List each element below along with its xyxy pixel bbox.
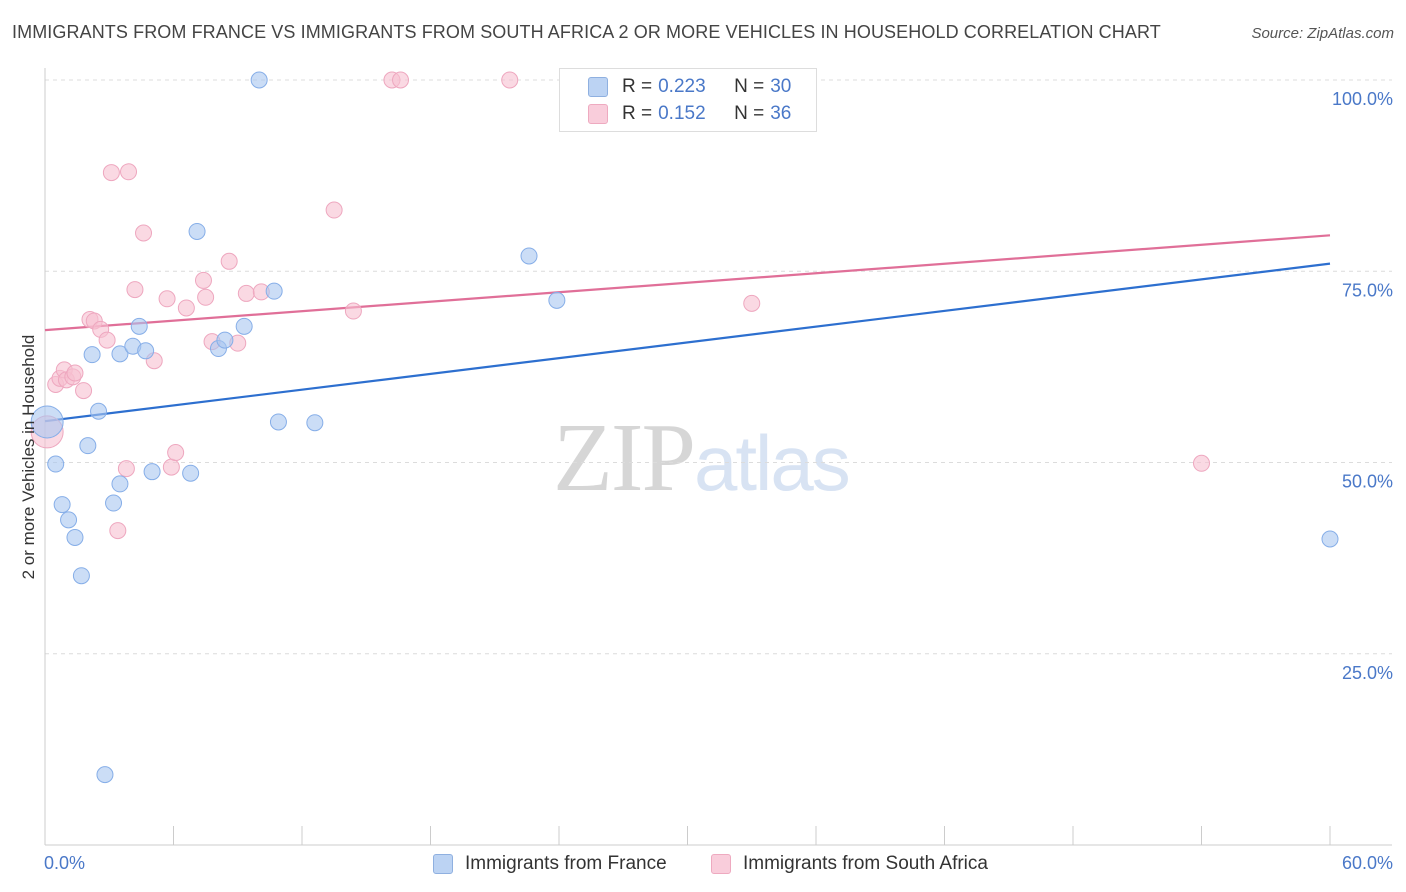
- x-tick-label: 0.0%: [44, 853, 85, 873]
- france-point: [548, 291, 566, 309]
- y-tick-label: 50.0%: [1342, 472, 1393, 492]
- france-point: [188, 222, 206, 240]
- france-swatch-icon: [588, 77, 608, 97]
- south-africa-point: [109, 522, 127, 540]
- france-point: [1321, 530, 1339, 548]
- y-tick-label: 25.0%: [1342, 663, 1393, 683]
- south-africa-point: [220, 252, 238, 270]
- france-point: [130, 317, 148, 335]
- france-point: [30, 405, 64, 439]
- south-africa-point: [1193, 454, 1210, 472]
- south-africa-point: [344, 302, 362, 320]
- y-tick-label: 100.0%: [1332, 89, 1393, 109]
- n-value-south-africa: 36: [770, 103, 792, 124]
- france-point: [520, 247, 538, 265]
- source-label: Source: ZipAtlas.com: [1251, 25, 1394, 42]
- r-label: R =: [622, 103, 653, 124]
- legend-label-south-africa: Immigrants from South Africa: [743, 853, 988, 874]
- south-africa-point: [743, 294, 761, 312]
- france-point: [66, 528, 84, 546]
- france-point: [79, 437, 97, 455]
- france-point: [96, 766, 114, 784]
- axes: [44, 68, 1392, 846]
- france-point: [265, 282, 283, 300]
- n-label: N =: [734, 103, 765, 124]
- france-trend-line: [44, 262, 1331, 423]
- south-africa-point: [194, 271, 212, 289]
- south-africa-point: [325, 201, 343, 219]
- r-label: R =: [622, 76, 653, 97]
- south-africa-point: [135, 224, 153, 242]
- france-point: [137, 342, 155, 360]
- tick-labels: 25.0% 50.0% 75.0% 100.0% 0.0% 60.0%: [44, 89, 1393, 873]
- legend-item-south-africa: Immigrants from South Africa: [711, 851, 988, 877]
- france-point: [105, 494, 123, 512]
- y-tick-label: 75.0%: [1342, 280, 1393, 300]
- south-africa-point: [197, 288, 215, 306]
- south-africa-point: [162, 458, 180, 476]
- n-label: N =: [734, 76, 765, 97]
- south-africa-point: [126, 281, 144, 299]
- r-value-south-africa: 0.152: [658, 103, 706, 124]
- trend-lines: [44, 234, 1331, 423]
- south-africa-point: [501, 71, 519, 89]
- r-value-france: 0.223: [658, 76, 706, 97]
- south-africa-point: [177, 299, 195, 317]
- south-africa-point: [167, 444, 185, 462]
- y-axis-label: 2 or more Vehicles in Household: [19, 335, 38, 580]
- france-point: [72, 567, 90, 585]
- france-point: [47, 455, 65, 473]
- data-points: [30, 71, 1339, 784]
- france-point: [235, 317, 253, 335]
- france-point: [53, 496, 71, 514]
- france-point: [111, 345, 129, 363]
- france-point: [90, 402, 108, 420]
- south-africa-point: [98, 331, 116, 349]
- legend-row-france: R = 0.223 N = 30: [588, 75, 792, 99]
- france-point: [250, 71, 268, 89]
- france-point: [83, 346, 101, 364]
- south-africa-point: [158, 290, 176, 308]
- south-africa-swatch-icon: [588, 104, 608, 124]
- south-africa-point: [75, 382, 93, 400]
- south-africa-point: [117, 460, 135, 478]
- south-africa-point: [120, 163, 138, 181]
- chart-title: IMMIGRANTS FROM FRANCE VS IMMIGRANTS FRO…: [12, 22, 1161, 42]
- france-point: [111, 475, 129, 493]
- france-point: [306, 414, 324, 432]
- france-point: [60, 511, 78, 529]
- france-legend-swatch-icon: [433, 854, 453, 874]
- legend-label-france: Immigrants from France: [465, 853, 667, 874]
- x-tick-label: 60.0%: [1342, 853, 1393, 873]
- france-point: [216, 331, 234, 349]
- france-point: [269, 413, 287, 431]
- south-africa-legend-swatch-icon: [711, 854, 731, 874]
- south-africa-point: [392, 71, 410, 89]
- correlation-legend: R = 0.223 N = 30 R = 0.152 N = 36: [559, 68, 817, 132]
- legend-item-france: Immigrants from France: [433, 851, 667, 877]
- south-africa-trend-line: [44, 234, 1331, 332]
- grid-lines: [45, 79, 1392, 655]
- south-africa-point: [102, 164, 120, 182]
- france-point: [143, 463, 161, 481]
- n-value-france: 30: [770, 76, 792, 97]
- france-point: [182, 464, 200, 482]
- south-africa-point: [66, 364, 84, 382]
- south-africa-point: [237, 284, 255, 302]
- legend-row-south-africa: R = 0.152 N = 36: [588, 102, 792, 126]
- watermark-zip: ZIP: [553, 404, 696, 512]
